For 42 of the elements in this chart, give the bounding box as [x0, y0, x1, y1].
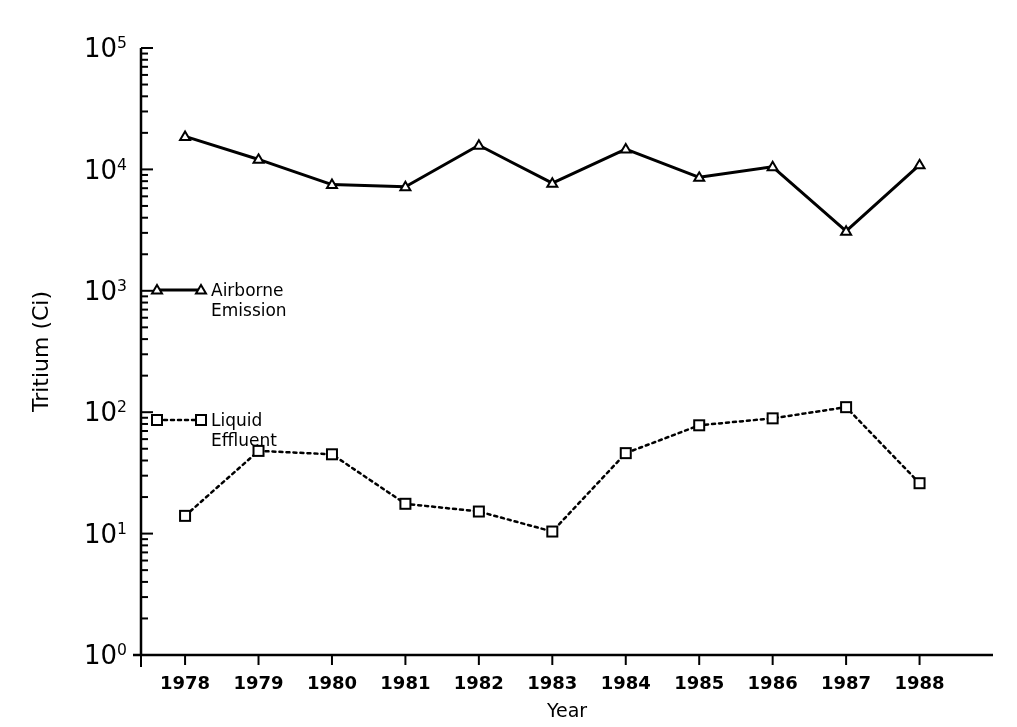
point [693, 419, 706, 432]
y-tick-label: 10$^{4}$ [83, 154, 128, 185]
point [840, 225, 853, 236]
point [179, 509, 192, 522]
x-tick-label: 1984 [600, 672, 651, 693]
y-tick-label: 10$^{0}$ [83, 640, 127, 671]
point [546, 525, 559, 538]
legend-label: Airborne Emission [211, 279, 287, 321]
y-tick-label: 10$^{1}$ [83, 518, 127, 549]
x-axis-title: Year [545, 699, 588, 721]
x-tick-label: 1985 [674, 672, 725, 693]
point [766, 160, 779, 172]
x-tick-label: 1988 [894, 672, 945, 693]
point [252, 153, 265, 164]
point [619, 143, 632, 154]
y-axis-title: Tritium (Ci) [28, 290, 53, 414]
point [693, 171, 706, 182]
x-tick-label: 1987 [821, 672, 872, 693]
x-tick-label: 1981 [380, 672, 431, 693]
y-tick-label: 10$^{2}$ [83, 397, 127, 428]
legend-label: Liquid Effluent [211, 409, 278, 451]
point [399, 180, 412, 192]
point [325, 448, 338, 461]
point [913, 477, 926, 490]
point [472, 505, 485, 518]
point [325, 178, 338, 190]
x-tick-label: 1979 [233, 672, 284, 693]
point [619, 447, 632, 460]
y-tick-label: 10$^{5}$ [83, 33, 127, 64]
point [472, 139, 485, 150]
point [840, 401, 853, 414]
x-tick-label: 1983 [527, 672, 578, 693]
point [766, 412, 779, 425]
y-tick-label: 10$^{3}$ [83, 275, 127, 306]
point [546, 177, 559, 188]
x-tick-label: 1986 [747, 672, 798, 693]
x-tick-label: 1978 [160, 672, 211, 693]
point [913, 158, 926, 170]
point [399, 497, 412, 510]
point [179, 130, 192, 141]
x-tick-label: 1982 [453, 672, 504, 693]
x-tick-label: 1980 [306, 672, 358, 693]
